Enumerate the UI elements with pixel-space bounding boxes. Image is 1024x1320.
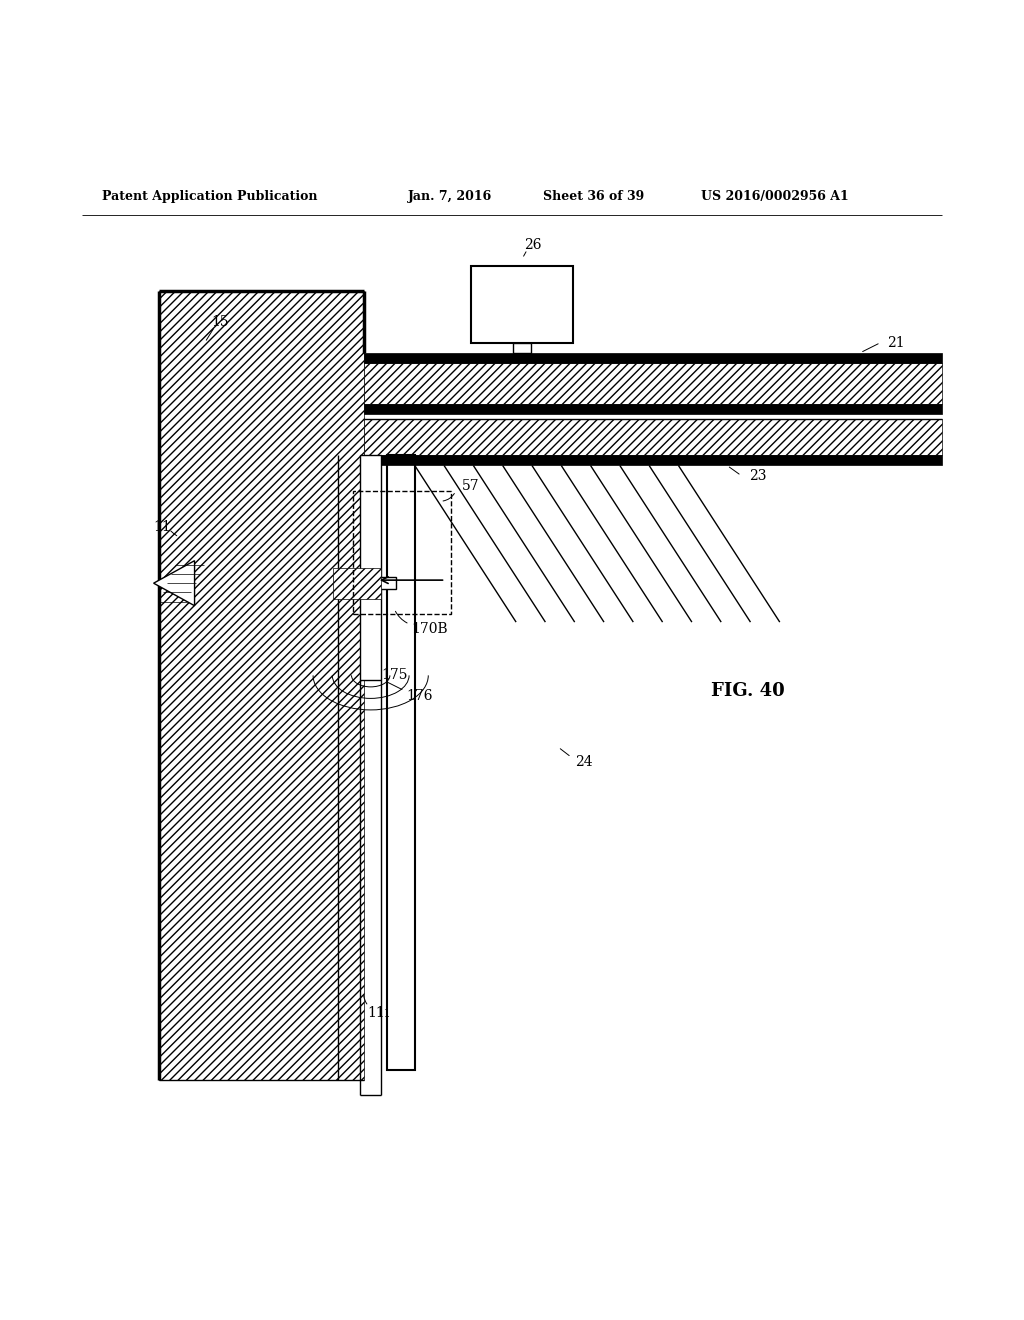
Polygon shape xyxy=(154,561,195,606)
Text: Jan. 7, 2016: Jan. 7, 2016 xyxy=(408,190,492,203)
Bar xyxy=(471,265,573,343)
Bar xyxy=(353,491,451,614)
Bar xyxy=(513,343,531,352)
Text: US 2016/0002956 A1: US 2016/0002956 A1 xyxy=(701,190,849,203)
Text: FIG. 40: FIG. 40 xyxy=(711,681,784,700)
Bar xyxy=(364,352,942,363)
Text: 170B: 170B xyxy=(412,622,449,636)
Bar xyxy=(387,455,415,1069)
Text: Patent Application Publication: Patent Application Publication xyxy=(102,190,317,203)
Bar xyxy=(333,568,381,598)
Bar xyxy=(159,292,364,1080)
Text: 11: 11 xyxy=(153,520,171,533)
Bar xyxy=(360,455,381,681)
Bar xyxy=(364,404,942,414)
Text: 24: 24 xyxy=(574,755,593,770)
Text: 23: 23 xyxy=(749,469,767,483)
Text: 21: 21 xyxy=(887,335,905,350)
Bar xyxy=(364,363,942,404)
Text: 176: 176 xyxy=(407,689,433,702)
Text: 26: 26 xyxy=(523,239,542,252)
Text: 175: 175 xyxy=(381,668,408,682)
Bar xyxy=(364,455,942,466)
Bar xyxy=(350,577,396,589)
Bar xyxy=(364,420,942,455)
Text: Sheet 36 of 39: Sheet 36 of 39 xyxy=(543,190,644,203)
Text: 57: 57 xyxy=(462,479,480,492)
Text: 11i: 11i xyxy=(368,1006,390,1020)
Text: 15: 15 xyxy=(211,315,229,329)
